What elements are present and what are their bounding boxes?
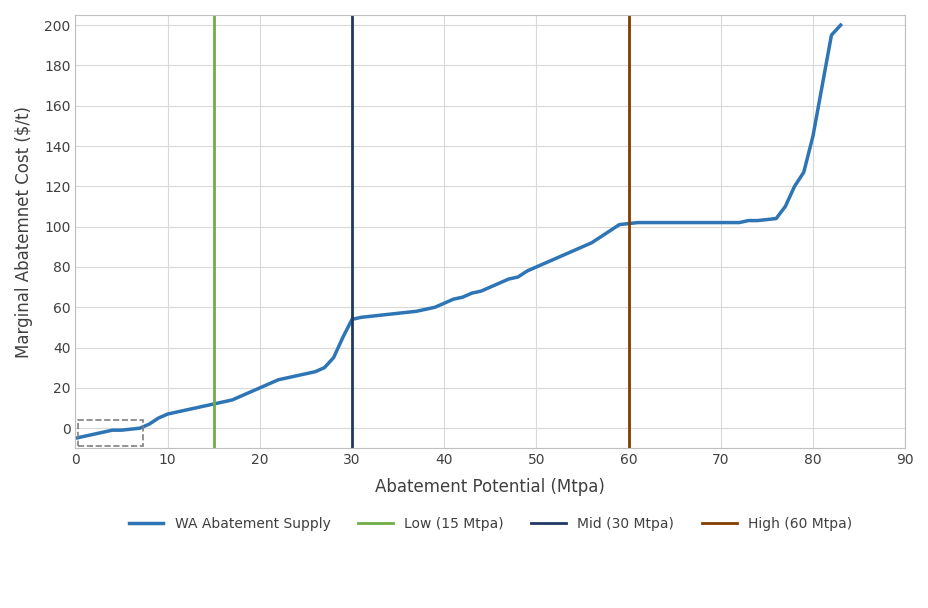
Bar <box>78 420 143 446</box>
X-axis label: Abatement Potential (Mtpa): Abatement Potential (Mtpa) <box>375 478 605 496</box>
Legend: WA Abatement Supply, Low (15 Mtpa), Mid (30 Mtpa), High (60 Mtpa): WA Abatement Supply, Low (15 Mtpa), Mid … <box>123 511 857 537</box>
Y-axis label: Marginal Abatemnet Cost ($/t): Marginal Abatemnet Cost ($/t) <box>15 106 33 358</box>
